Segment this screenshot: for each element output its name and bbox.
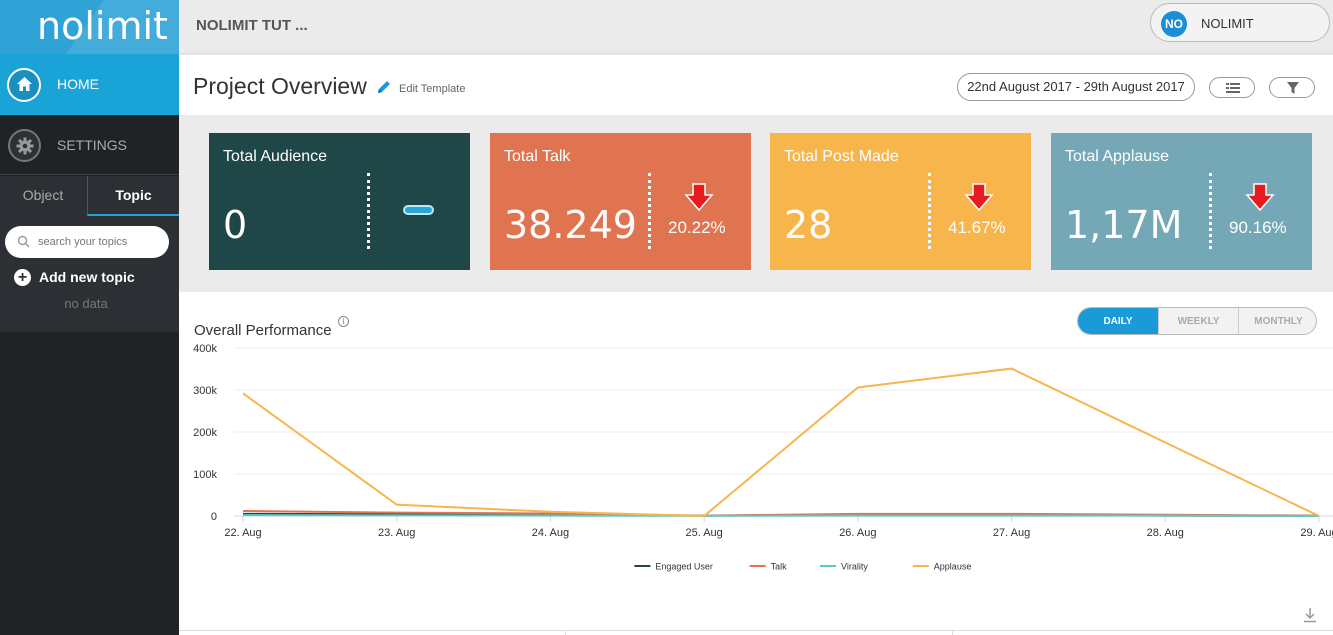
arrow-down-icon (684, 183, 714, 211)
separator-tick (952, 631, 953, 635)
legend-item[interactable]: Applause (934, 562, 972, 572)
filter-icon (1287, 82, 1299, 94)
period-toggle: DAILY WEEKLY MONTHLY (1077, 307, 1317, 335)
card-value: 0 (223, 203, 248, 247)
x-tick-label: 25. Aug (685, 527, 722, 539)
card-title: Total Audience (223, 148, 328, 165)
search-icon (17, 235, 30, 248)
card-total-talk[interactable]: Total Talk 38.249 20.22% (490, 133, 751, 270)
title-row: Project Overview Edit Template 22nd Augu… (179, 55, 1333, 115)
x-tick-label: 24. Aug (532, 527, 569, 539)
card-title: Total Talk (504, 148, 571, 165)
sidebar: nolimit HOME (0, 0, 179, 635)
nav-home-label: HOME (57, 76, 99, 92)
card-value: 38.249 (504, 203, 637, 247)
page-title: Project Overview (193, 73, 367, 99)
arrow-down-icon (964, 183, 994, 211)
card-total-post-made[interactable]: Total Post Made 28 41.67% (770, 133, 1031, 270)
topic-panel: Object Topic + Add new topic no data (0, 176, 179, 332)
logo-text: nolimit (37, 4, 168, 48)
series-line-virality[interactable] (242, 514, 1320, 517)
avatar: NO (1161, 11, 1187, 37)
logo[interactable]: nolimit (0, 0, 179, 54)
card-percent: 90.16% (1229, 218, 1287, 237)
legend-item[interactable]: Engaged User (655, 562, 713, 572)
chart-title: Overall Performance (194, 322, 332, 339)
filter-button[interactable] (1269, 77, 1315, 98)
performance-chart: 0 100k 200k 300k 400k 22. Aug 23. Aug 24. Aug 25… (193, 343, 1333, 572)
nav-settings[interactable]: SETTINGS (0, 115, 179, 175)
y-tick-label: 200k (193, 427, 217, 439)
y-tick-label: 400k (193, 343, 217, 355)
y-tick-label: 300k (193, 385, 217, 397)
card-divider (928, 173, 931, 249)
home-icon (7, 68, 41, 102)
empty-state-text: no data (64, 296, 108, 311)
card-total-audience[interactable]: Total Audience 0 (209, 133, 470, 270)
legend-item[interactable]: Talk (771, 562, 788, 572)
y-tick-label: 0 (211, 511, 217, 523)
add-topic-label: Add new topic (39, 269, 135, 285)
card-divider (1209, 173, 1212, 249)
gear-icon (8, 129, 41, 162)
period-weekly-button[interactable]: WEEKLY (1158, 308, 1238, 334)
download-icon[interactable] (1303, 607, 1317, 623)
card-total-applause[interactable]: Total Applause 1,17M 90.16% (1051, 133, 1312, 270)
card-title: Total Post Made (784, 148, 899, 165)
neutral-dash-icon (403, 205, 434, 215)
search-input[interactable] (38, 233, 163, 251)
plus-icon: + (14, 269, 31, 286)
stat-cards: Total Audience 0 Total Talk 38.249 20.22… (179, 115, 1333, 292)
bottom-separator (179, 630, 1333, 635)
card-divider (648, 173, 651, 249)
separator-tick (565, 631, 566, 635)
x-tick-label: 29. Aug (1300, 527, 1333, 539)
x-tick-label: 26. Aug (839, 527, 876, 539)
series-line-applause[interactable] (242, 367, 1320, 518)
date-range-picker[interactable]: 22nd August 2017 - 29th August 2017 (957, 73, 1195, 101)
edit-template-link[interactable]: Edit Template (399, 83, 466, 95)
search-box (5, 226, 169, 258)
card-title: Total Applause (1065, 148, 1170, 165)
period-daily-button[interactable]: DAILY (1078, 308, 1158, 334)
top-header: NOLIMIT TUT ... NO NOLIMIT (179, 0, 1333, 54)
x-tick-label: 23. Aug (378, 527, 415, 539)
nav-home[interactable]: HOME (0, 54, 179, 115)
list-view-button[interactable] (1209, 77, 1255, 98)
user-name: NOLIMIT (1201, 16, 1254, 31)
card-value: 1,17M (1065, 203, 1183, 247)
pencil-icon[interactable] (376, 79, 392, 95)
arrow-down-icon (1245, 183, 1275, 211)
x-tick-label: 22. Aug (224, 527, 261, 539)
nav-settings-label: SETTINGS (57, 137, 128, 153)
card-divider (367, 173, 370, 249)
legend-item[interactable]: Virality (841, 562, 868, 572)
info-icon[interactable]: i (338, 316, 349, 327)
user-menu[interactable]: NO NOLIMIT (1150, 3, 1330, 42)
tab-object[interactable]: Object (22, 187, 64, 203)
x-tick-label: 28. Aug (1147, 527, 1184, 539)
card-percent: 41.67% (948, 218, 1006, 237)
tab-topic[interactable]: Topic (87, 176, 179, 216)
y-tick-label: 100k (193, 469, 217, 481)
card-percent: 20.22% (668, 218, 726, 237)
performance-panel: 0 100k 200k 300k 400k 22. Aug 23. Aug 24. Aug 25… (179, 292, 1333, 635)
x-tick-label: 27. Aug (993, 527, 1030, 539)
main-content: Project Overview Edit Template 22nd Augu… (179, 55, 1333, 635)
period-monthly-button[interactable]: MONTHLY (1238, 308, 1316, 334)
list-icon (1226, 83, 1240, 93)
project-name: NOLIMIT TUT ... (196, 17, 308, 34)
card-value: 28 (784, 203, 833, 247)
